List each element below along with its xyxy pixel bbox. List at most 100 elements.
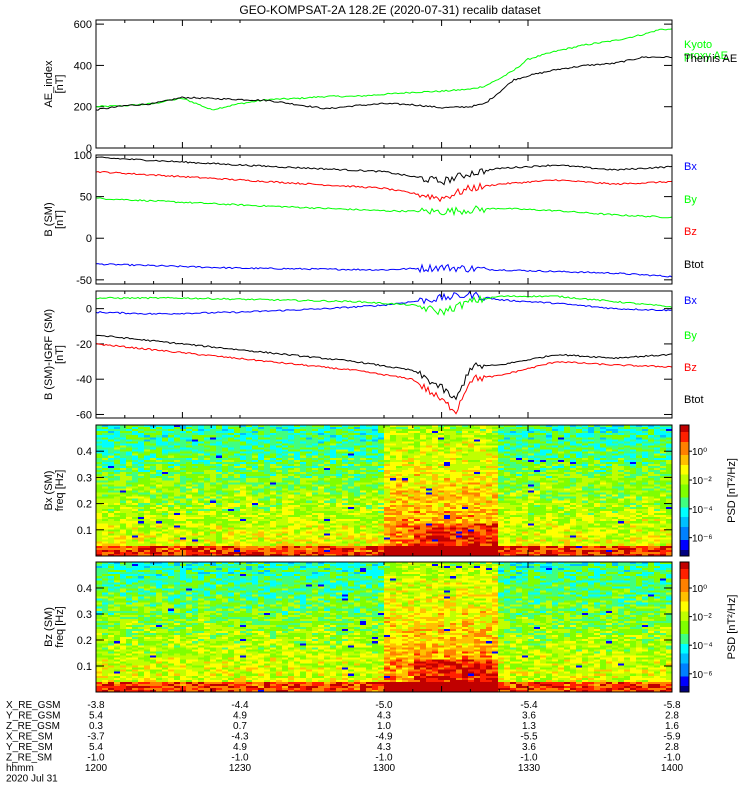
y-tick-label: 0.4	[77, 446, 92, 458]
colorbar-tick-label: 10⁰	[692, 447, 707, 458]
ephemeris-label: Y_RE_SM	[6, 742, 53, 753]
ephemeris-label: Y_RE_GSM	[6, 711, 60, 722]
y-axis-label: freq [Hz]	[54, 470, 66, 512]
colorbar-tick-label: 10⁻⁶	[692, 534, 713, 545]
colorbar-tick-label: 10⁻²	[692, 476, 712, 487]
y-tick-label: 0.4	[77, 583, 92, 595]
legend-entry: By	[684, 194, 697, 206]
spectrogram-cells	[96, 425, 673, 557]
y-tick-label: 0	[86, 143, 92, 155]
y-tick-label: 0.2	[77, 499, 92, 511]
legend-entry: Kyoto	[684, 39, 712, 51]
ephemeris-value: 5.4	[89, 711, 103, 722]
legend-entry: Btot	[684, 394, 704, 406]
ephemeris-value: 1400	[661, 763, 684, 774]
legend-entry: proxy AE	[684, 50, 728, 62]
ephemeris-value: -4.3	[231, 732, 249, 743]
colorbar-tick-label: 10⁻⁴	[692, 505, 713, 516]
y-axis-label: Bx (SM)	[43, 471, 55, 511]
y-tick-label: 100	[74, 150, 92, 162]
series-line-bx	[95, 289, 673, 315]
ephemeris-value: 4.3	[377, 742, 391, 753]
ephemeris-label: Z_RE_GSM	[6, 721, 60, 732]
colorbar: 10⁰ 10⁻² 10⁻⁴ 10⁻⁶ PSD [nT²/Hz]	[679, 424, 738, 557]
legend-entry: Themis AE	[684, 53, 737, 65]
ephemeris-value: 3.6	[522, 711, 536, 722]
ephemeris-value: -5.0	[375, 700, 393, 711]
ephemeris-label: X_RE_SM	[6, 732, 53, 743]
ephemeris-date: 2020 Jul 31	[6, 774, 58, 785]
y-tick-label: 50	[80, 192, 92, 204]
ephemeris-value: 0.3	[89, 721, 103, 732]
ephemeris-label: hhmm	[6, 763, 34, 774]
ephemeris-value: 5.4	[89, 742, 103, 753]
colorbar: 10⁰ 10⁻² 10⁻⁴ 10⁻⁶ PSD [nT²/Hz]	[679, 561, 738, 693]
y-axis-label: [nT]	[54, 210, 66, 229]
ephemeris-value: -3.7	[87, 732, 105, 743]
ephemeris-value: 1300	[373, 763, 396, 774]
ephemeris-value: 4.9	[233, 742, 247, 753]
ephemeris-value: -1.0	[663, 753, 681, 764]
y-tick-label: -50	[76, 275, 92, 287]
series-line-bz	[95, 170, 672, 203]
ephemeris-value: -1.0	[375, 753, 393, 764]
y-tick-label: 0	[86, 304, 92, 316]
colorbar-frame	[679, 424, 690, 557]
legend-entry: Bz	[684, 226, 697, 238]
y-tick-label: 0.1	[77, 525, 92, 537]
ephemeris-value: 1.3	[522, 721, 536, 732]
y-tick-label: 0.3	[77, 472, 92, 484]
ephemeris-value: -5.8	[663, 700, 681, 711]
colorbar-label: PSD [nT²/Hz]	[726, 595, 738, 660]
colorbar-tick-label: 10⁻⁴	[692, 641, 713, 652]
ephemeris-label: X_RE_GSM	[6, 700, 60, 711]
panel-3: -60 -40 -20 0 B (SM)-IGRF (SM) [nT] Bx By Bz Btot	[43, 289, 704, 421]
ephemeris-value: -1.0	[520, 753, 538, 764]
y-axis-label: B (SM)	[43, 202, 55, 236]
panel-5: 0.10.20.30.4Bz (SM) freq [Hz]10⁰10⁻²10⁻⁴1…	[43, 561, 738, 693]
y-tick-label: -40	[76, 374, 92, 386]
ephemeris-value: -4.9	[375, 732, 393, 743]
ephemeris-value: 4.9	[233, 711, 247, 722]
ephemeris-value: 1200	[85, 763, 108, 774]
ephemeris-value: -5.4	[520, 700, 538, 711]
y-tick-label: 200	[74, 102, 92, 114]
y-axis-label: [nT]	[54, 75, 66, 94]
series-line-themis-ae	[95, 55, 673, 111]
colorbar-label: PSD [nT²/Hz]	[726, 458, 738, 523]
ephemeris-value: -1.0	[231, 753, 249, 764]
y-tick-label: 0.1	[77, 661, 92, 673]
panel-frame-2	[95, 154, 673, 285]
ephemeris-value: 0.7	[233, 721, 247, 732]
panel-frame-1	[95, 19, 673, 149]
y-axis-label: Bz (SM)	[43, 607, 55, 647]
ephemeris-value: 4.3	[377, 711, 391, 722]
ephemeris-value: -1.0	[87, 753, 105, 764]
colorbar-frame	[679, 561, 690, 693]
y-tick-label: -60	[76, 409, 92, 421]
y-axis-label: AE_index	[43, 60, 55, 108]
legend-entry: Bx	[684, 295, 697, 307]
y-tick-label: 600	[74, 19, 92, 31]
panel-4: 0.10.20.30.4Bx (SM) freq [Hz]10⁰10⁻²10⁻⁴1…	[43, 424, 738, 557]
legend-entry: By	[684, 330, 697, 342]
colorbar-tick-label: 10⁻⁶	[692, 670, 713, 681]
panel-frame-3	[95, 290, 673, 419]
ephemeris-value: -3.8	[87, 700, 105, 711]
legend-entry: Bz	[684, 362, 697, 374]
ephemeris-value: 1230	[229, 763, 252, 774]
y-tick-label: 400	[74, 60, 92, 72]
ephemeris-label: Z_RE_SM	[6, 753, 52, 764]
panel-2: -50 0 50 100 B (SM) [nT] Bx By Bz Btot	[43, 150, 704, 287]
y-tick-label: 0.2	[77, 635, 92, 647]
y-tick-label: 0	[86, 233, 92, 245]
y-axis-label: freq [Hz]	[54, 606, 66, 648]
y-tick-label: -20	[76, 339, 92, 351]
y-axis-label: [nT]	[54, 345, 66, 364]
series-line-by	[95, 197, 673, 219]
ephemeris-value: 1.6	[665, 721, 679, 732]
series-line-bz	[95, 342, 673, 415]
series-line-btot	[95, 334, 673, 401]
legend-entry: Btot	[684, 259, 704, 271]
